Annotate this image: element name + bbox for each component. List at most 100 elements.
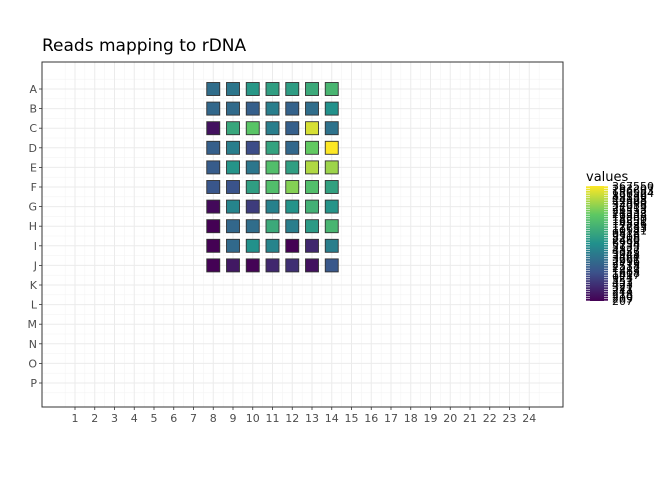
heatmap-cell-I9 bbox=[226, 238, 240, 253]
panel-border bbox=[41, 61, 564, 408]
x-tick-label: 15 bbox=[345, 412, 359, 425]
heatmap-cell-B12 bbox=[285, 101, 300, 116]
heatmap-cell-F12 bbox=[285, 180, 300, 194]
x-tick-label: 19 bbox=[424, 412, 438, 425]
legend-label: 3948 bbox=[612, 248, 640, 261]
heatmap-cell-A11 bbox=[265, 82, 280, 96]
legend-label: 44328 bbox=[612, 194, 647, 207]
legend-label: 42900 bbox=[612, 196, 647, 209]
heatmap-cell-A8 bbox=[206, 82, 221, 96]
heatmap-cell-G12 bbox=[285, 199, 300, 214]
y-tick-label: B bbox=[29, 103, 37, 116]
legend-label: 453 bbox=[612, 276, 633, 289]
y-tick-label: J bbox=[33, 259, 37, 272]
legend-title: values bbox=[586, 170, 629, 185]
legend-label: 9818 bbox=[612, 227, 640, 240]
legend-label: 12783 bbox=[612, 220, 647, 233]
x-tick-label: 9 bbox=[230, 412, 237, 425]
y-tick-label: K bbox=[30, 279, 38, 292]
legend-label: 6998 bbox=[612, 236, 640, 249]
x-tick-label: 3 bbox=[111, 412, 118, 425]
heatmap-cell-C14 bbox=[324, 121, 339, 136]
x-tick-label: 21 bbox=[463, 412, 477, 425]
legend-label: 10541 bbox=[612, 225, 647, 238]
heatmap-cell-B8 bbox=[206, 101, 221, 116]
legend-label: 210 bbox=[612, 290, 633, 303]
legend-label: 321 bbox=[612, 281, 633, 294]
x-tick-label: 22 bbox=[483, 412, 497, 425]
heatmap-cell-E11 bbox=[265, 160, 280, 175]
heatmap-cell-H14 bbox=[324, 219, 339, 234]
heatmap-cell-F10 bbox=[245, 180, 260, 194]
heatmap-cell-D13 bbox=[305, 140, 319, 155]
legend-label: 156524 bbox=[612, 187, 654, 200]
heatmap-cell-F11 bbox=[265, 180, 280, 194]
heatmap-cell-E13 bbox=[305, 160, 319, 175]
heatmap-cell-F8 bbox=[206, 180, 221, 194]
heatmap-cell-B9 bbox=[226, 101, 240, 116]
x-tick-label: 5 bbox=[151, 412, 158, 425]
legend-label: 557 bbox=[612, 274, 633, 287]
y-tick-label: C bbox=[29, 122, 37, 135]
y-tick-label: F bbox=[31, 181, 37, 194]
heatmap-cell-B13 bbox=[305, 101, 319, 116]
legend-label: 2713 bbox=[612, 257, 640, 270]
heatmap-cell-E14 bbox=[324, 160, 339, 175]
heatmap-cell-D14 bbox=[324, 140, 339, 155]
legend-label: 924 bbox=[612, 272, 633, 285]
legend-label: 34033 bbox=[612, 199, 647, 212]
heatmap-cell-G11 bbox=[265, 199, 280, 214]
legend-label: 196683 bbox=[612, 185, 654, 198]
heatmap-cell-D9 bbox=[226, 140, 240, 155]
heatmap-cell-I8 bbox=[206, 238, 221, 253]
y-tick-label: P bbox=[30, 377, 37, 390]
heatmap-cell-J8 bbox=[206, 258, 221, 273]
heatmap-cell-C12 bbox=[285, 121, 300, 136]
legend-label: 9316 bbox=[612, 229, 640, 242]
heatmap-cell-J10 bbox=[245, 258, 260, 273]
heatmap-cell-F9 bbox=[226, 180, 240, 194]
legend-label: 1608 bbox=[612, 267, 640, 280]
heatmap-cell-A9 bbox=[226, 82, 240, 96]
x-axis: 1 2 3 4 5 6 7 8 9 10 11 12 13 14 15 16 17 18 19 20 21 22 23 24 bbox=[72, 407, 536, 425]
legend-colorbar bbox=[586, 186, 608, 301]
heatmap-cell-H13 bbox=[305, 219, 319, 234]
x-tick-label: 20 bbox=[443, 412, 457, 425]
legend-label: 26553 bbox=[612, 203, 647, 216]
heatmap-cell-D10 bbox=[245, 140, 260, 155]
legend-label: 233207 bbox=[612, 182, 654, 195]
heatmap-cell-E10 bbox=[245, 160, 260, 175]
x-tick-label: 23 bbox=[503, 412, 517, 425]
heatmap-cell-I11 bbox=[265, 238, 280, 253]
heatmap-cell-B11 bbox=[265, 101, 280, 116]
heatmap-cell-I13 bbox=[305, 238, 319, 253]
legend-label: 277 bbox=[612, 283, 633, 296]
legend-label: 2538 bbox=[612, 260, 640, 273]
legend-label: 3464 bbox=[612, 250, 640, 263]
legend-label: 19853 bbox=[612, 211, 647, 224]
heatmap-cell-D11 bbox=[265, 140, 280, 155]
y-tick-label: H bbox=[29, 220, 37, 233]
y-tick-label: M bbox=[28, 318, 38, 331]
legend-label: 209 bbox=[612, 293, 633, 306]
x-tick-label: 1 bbox=[72, 412, 79, 425]
x-tick-label: 6 bbox=[170, 412, 177, 425]
heatmap-cell-H9 bbox=[226, 219, 240, 234]
heatmap-cell-C10 bbox=[245, 121, 260, 136]
chart-title: Reads mapping to rDNA bbox=[42, 36, 246, 56]
y-tick-label: G bbox=[28, 201, 37, 214]
legend-label: 14826 bbox=[612, 218, 647, 231]
heatmap-cell-I12 bbox=[285, 238, 300, 253]
legend-label: 7480 bbox=[612, 234, 640, 247]
y-tick-label: D bbox=[29, 142, 37, 155]
legend-label: 48889 bbox=[612, 192, 647, 205]
x-tick-label: 7 bbox=[190, 412, 197, 425]
legend-label: 24532 bbox=[612, 206, 647, 219]
legend-label: 1417 bbox=[612, 269, 640, 282]
legend-label: 3261 bbox=[612, 253, 640, 266]
heatmap-cell-A10 bbox=[245, 82, 260, 96]
x-tick-label: 2 bbox=[91, 412, 98, 425]
legend-label: 1883 bbox=[612, 264, 640, 277]
legend-label: 367550 bbox=[612, 180, 654, 193]
heatmap-cell-I14 bbox=[324, 238, 339, 253]
